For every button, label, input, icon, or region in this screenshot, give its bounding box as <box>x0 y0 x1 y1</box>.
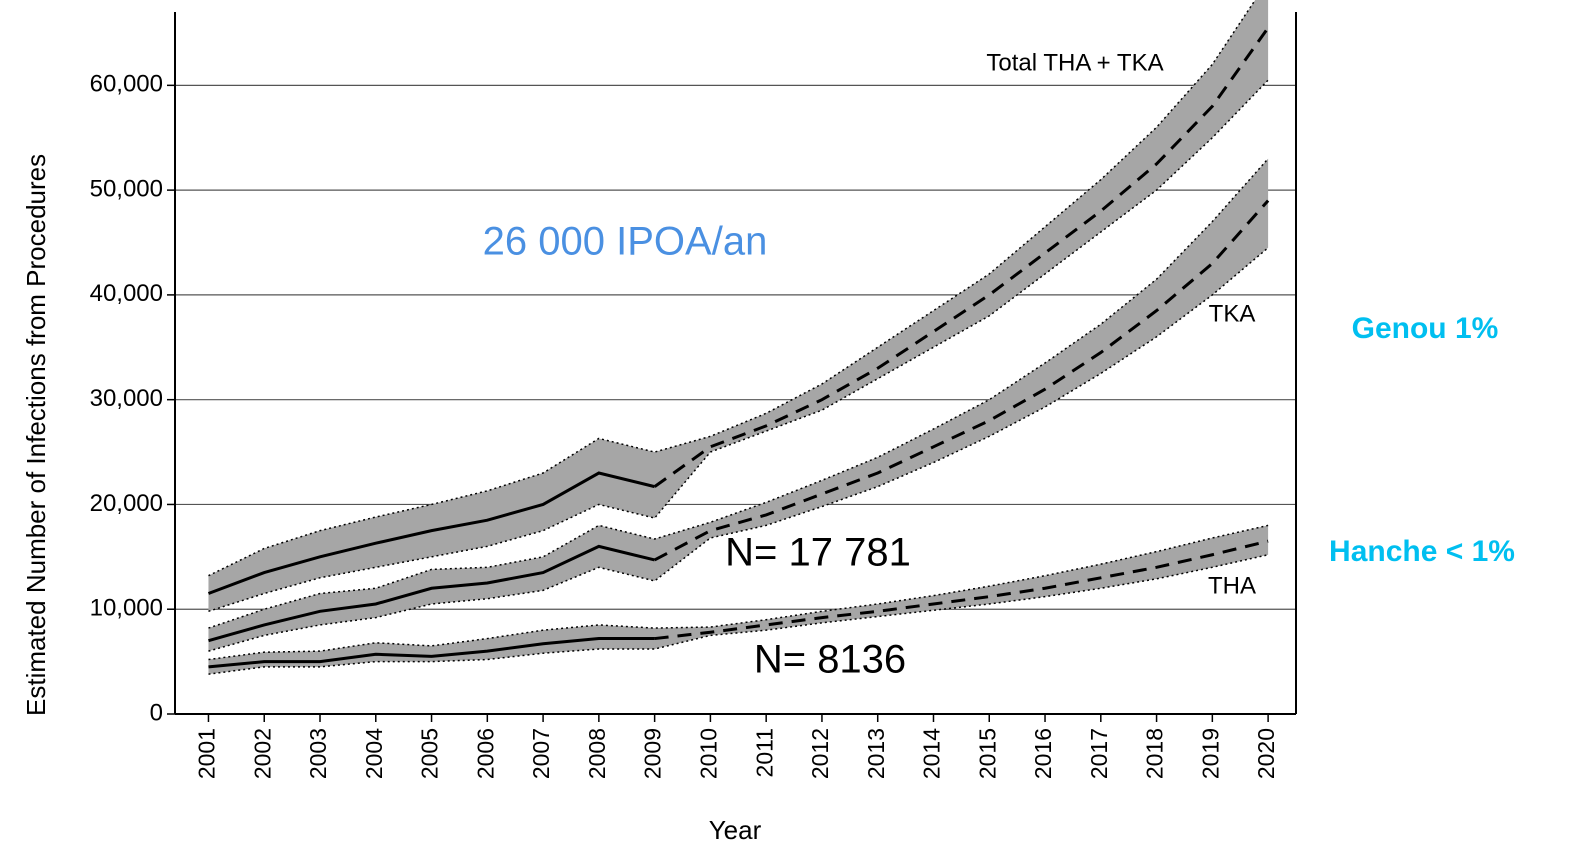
series-label: THA <box>1208 572 1256 599</box>
series-line <box>208 544 655 643</box>
x-tick-label: 2002 <box>249 728 275 779</box>
x-tick-label: 2018 <box>1142 728 1168 779</box>
series-line <box>208 637 655 669</box>
x-tick-label: 2008 <box>584 728 610 779</box>
x-tick-label: 2014 <box>919 728 945 779</box>
confidence-band <box>208 525 1269 675</box>
annotation: N= 17 781 <box>725 531 911 575</box>
y-tick-label: 50,000 <box>90 175 163 202</box>
x-tick-label: 2012 <box>807 728 833 779</box>
x-tick-label: 2001 <box>194 728 220 779</box>
x-tick-label: 2007 <box>528 728 554 779</box>
y-tick-label: 30,000 <box>90 385 163 412</box>
x-tick-label: 2019 <box>1197 728 1223 779</box>
x-tick-label: 2017 <box>1086 728 1112 779</box>
series-line <box>207 471 655 595</box>
x-axis-label: Year <box>709 815 762 845</box>
y-tick-label: 60,000 <box>90 71 163 98</box>
axes: 0 10,000 20,000 30,000 40,000 50,000 60,000 200… <box>90 12 1297 779</box>
series-label: Total THA + TKA <box>986 49 1163 76</box>
confidence-band <box>208 158 1269 652</box>
y-tick-label: 20,000 <box>90 490 163 517</box>
band-edge <box>208 247 1269 652</box>
y-tick-label: 0 <box>150 699 163 726</box>
band-edge <box>208 0 1257 577</box>
plot-area <box>207 0 1270 675</box>
x-tick-label: 2016 <box>1030 728 1056 779</box>
x-tick-label: 2006 <box>472 728 498 779</box>
projection-line <box>653 26 1270 488</box>
confidence-band <box>208 0 1269 612</box>
projection-line <box>653 199 1270 562</box>
x-tick-label: 2003 <box>305 728 331 779</box>
series-label: TKA <box>1209 300 1256 327</box>
x-tick-label: 2009 <box>640 728 666 779</box>
grid <box>175 84 1296 610</box>
x-tick-label: 2011 <box>751 728 777 777</box>
annotation: N= 8136 <box>754 638 906 682</box>
y-tick-label: 40,000 <box>90 280 163 307</box>
x-tick-label: 2005 <box>417 728 443 779</box>
y-axis-label: Estimated Number of Infections from Proc… <box>21 154 51 716</box>
annotation: Genou 1% <box>1352 312 1499 345</box>
band-edge <box>208 524 1269 661</box>
annotation: 26 000 IPOA/an <box>483 220 768 264</box>
x-tick-label: 2013 <box>863 728 889 779</box>
x-tick-label: 2020 <box>1253 728 1279 779</box>
annotation: Hanche < 1% <box>1329 535 1515 568</box>
x-tick-label: 2015 <box>974 728 1000 779</box>
projection-line <box>654 539 1269 641</box>
x-tick-label: 2004 <box>361 728 387 779</box>
y-tick-label: 10,000 <box>90 595 163 622</box>
x-tick-label: 2010 <box>695 728 721 779</box>
